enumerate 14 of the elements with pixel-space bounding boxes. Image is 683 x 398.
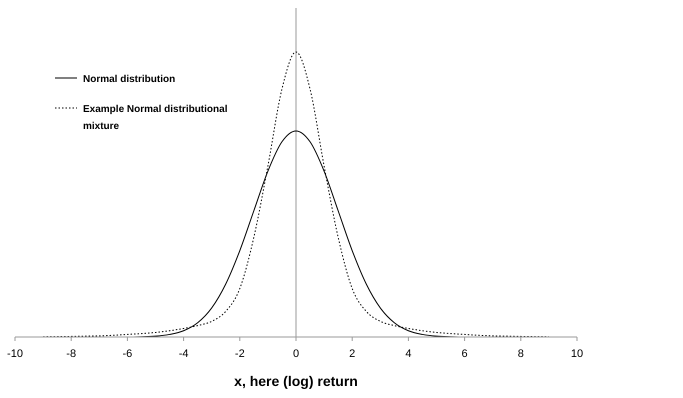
x-tick-label: 10 <box>570 348 584 360</box>
x-tick-label: 2 <box>349 348 356 360</box>
x-tick-label: 8 <box>518 348 524 360</box>
legend-label: Example Normal distributional mixture <box>83 104 228 132</box>
x-tick-label: -4 <box>178 348 188 360</box>
legend-label: Normal distribution <box>83 74 176 85</box>
x-axis-title: x, here (log) return <box>234 373 358 389</box>
x-tick-label: -6 <box>122 348 132 360</box>
x-tick-label: 4 <box>405 348 412 360</box>
x-tick-label: -2 <box>234 348 245 360</box>
x-tick-label: -10 <box>7 348 23 360</box>
x-tick-label: 0 <box>292 348 300 360</box>
x-tick-label: -8 <box>66 348 76 360</box>
x-tick-label: 6 <box>462 348 468 360</box>
